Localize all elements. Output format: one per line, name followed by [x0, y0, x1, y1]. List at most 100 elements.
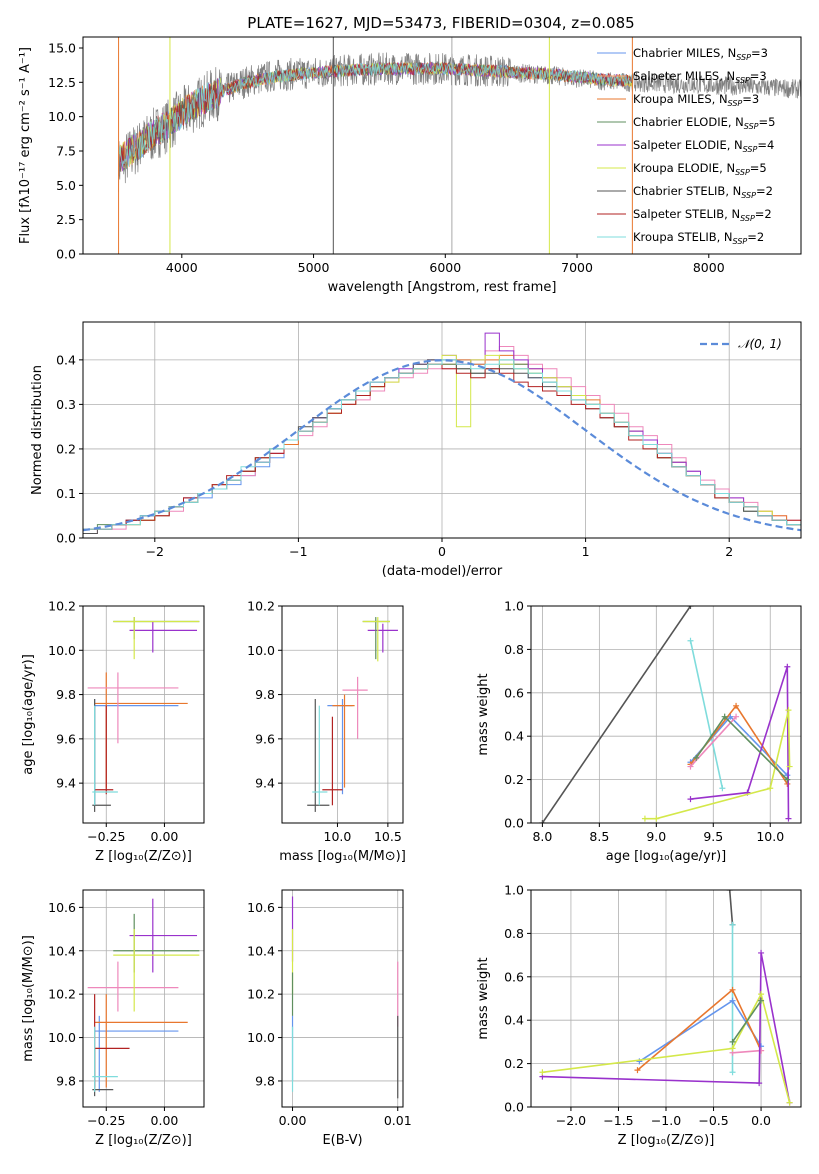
mass-vs-ebv-ytick-label-4: 10.6: [247, 900, 275, 915]
residuals-xtick-label-3: 1: [582, 544, 590, 559]
weight-vs-Z-marker-1-1: [729, 1069, 736, 1076]
legend-label-sub: SSP: [744, 122, 759, 131]
spectrum-legend-label-6: Chabrier STELIB, NSSP=2: [633, 184, 773, 200]
spectrum-data: [118, 37, 801, 254]
weight-vs-age-marker-7-1: [721, 713, 728, 720]
legend-label-text: Chabrier STELIB, N: [633, 184, 741, 198]
weight-vs-age-marker-0-0: [539, 820, 546, 823]
mass-vs-ebv-xtick-label-0: 0.00: [279, 1113, 307, 1128]
legend-label-suffix: =2: [747, 230, 764, 244]
weight-vs-age-xtick-label-4: 10.0: [756, 829, 784, 844]
mass-vs-Z-data: [83, 890, 204, 1107]
residuals-xlabel: (data-model)/error: [382, 564, 503, 579]
age-vs-mass-ytick-label-2: 9.8: [255, 687, 275, 702]
weight-vs-age-series-1: [689, 640, 724, 789]
spectrum-xtick-label-3: 7000: [561, 260, 593, 275]
weight-vs-age-xtick-label-0: 8.0: [532, 829, 552, 844]
legend-label-suffix: =3: [742, 92, 759, 106]
weight-vs-age-xlabel: age [log₁₀(age/yr)]: [606, 849, 727, 864]
weight-vs-Z-xtick-label-1: −1.5: [603, 1113, 633, 1128]
mass-vs-Z-panel: −0.25 0.00 9.8 10.0 10.2 10.4 10.6 Z [log₁₀(Z/Z…: [21, 889, 205, 1148]
residuals-ytick-label-0: 0.0: [56, 531, 76, 546]
mass-vs-Z-ytick-label-1: 10.0: [48, 1030, 76, 1045]
legend-label-sub: SSP: [740, 214, 755, 223]
mass-vs-Z-xlabel: Z [log₁₀(Z/Z⊙)]: [95, 1133, 192, 1148]
mass-vs-Z-xtick-label-0: −0.25: [87, 1113, 125, 1128]
age-vs-Z-ytick-label-2: 9.8: [56, 687, 76, 702]
weight-vs-Z-marker-6-3: [786, 1099, 793, 1106]
weight-vs-Z-ytick-label-4: 0.8: [504, 926, 524, 941]
weight-vs-age-ytick-label-2: 0.4: [504, 729, 524, 744]
residuals-xtick-label-1: −1: [289, 544, 307, 559]
weight-vs-Z-xtick-label-2: −1.0: [651, 1113, 681, 1128]
age-vs-mass-xtick-label-1: 10.5: [374, 829, 402, 844]
age-vs-Z-ylabel: age [log₁₀(age/yr)]: [21, 654, 36, 775]
weight-vs-Z-xlabel: Z [log₁₀(Z/Z⊙)]: [618, 1133, 715, 1148]
age-vs-Z-ytick-label-3: 10.0: [48, 643, 76, 658]
age-vs-mass-xlabel: mass [log₁₀(M/M⊙)]: [279, 849, 406, 864]
weight-vs-age-marker-7-2: [784, 776, 791, 783]
weight-vs-Z-marker-7-0: [729, 1038, 736, 1045]
weight-vs-age-marker-6-3: [785, 707, 792, 714]
mass-vs-ebv-ytick-label-2: 10.2: [247, 987, 275, 1002]
weight-vs-age-frame: [530, 605, 802, 824]
spectrum-xlabel: wavelength [Angstrom, rest frame]: [328, 280, 557, 295]
spectrum-legend-label-5: Kroupa ELODIE, NSSP=5: [633, 161, 767, 177]
age-vs-Z-data: [83, 606, 204, 823]
weight-vs-age-ytick-label-1: 0.2: [504, 772, 524, 787]
weight-vs-age-series-0: [541, 606, 692, 823]
weight-vs-age-marker-6-0: [641, 815, 648, 822]
mass-vs-Z-ylabel: mass [log₁₀(M/M⊙)]: [21, 935, 36, 1062]
weight-vs-age-xtick-label-2: 9.0: [646, 829, 666, 844]
weight-vs-Z-xtick-label-3: −0.5: [698, 1113, 728, 1128]
legend-label-suffix: =5: [750, 161, 767, 175]
residuals-ytick-label-1: 0.1: [56, 486, 76, 501]
spectrum-xtick-label-4: 8000: [693, 260, 725, 275]
spectrum-ytick-label-4: 10.0: [48, 109, 76, 124]
spectrum-ylabel: Flux [fλ10⁻¹⁷ erg cm⁻² s⁻¹ A⁻¹]: [18, 47, 33, 244]
spectrum-ytick-label-6: 15.0: [48, 40, 76, 55]
legend-label-suffix: =5: [759, 115, 776, 129]
weight-vs-age-ytick-label-4: 0.8: [504, 642, 524, 657]
weight-vs-age-xtick-label-3: 9.5: [703, 829, 723, 844]
residuals-ytick-label-2: 0.2: [56, 441, 76, 456]
mass-vs-ebv-data: [282, 890, 403, 1107]
spectrum-legend-label-8: Kroupa STELIB, NSSP=2: [633, 230, 764, 246]
age-vs-Z-xtick-label-0: −0.25: [87, 829, 125, 844]
weight-vs-age-marker-7-0: [693, 754, 700, 761]
weight-vs-age-marker-1-0: [687, 637, 694, 644]
legend-label-suffix: =3: [751, 46, 768, 60]
weight-vs-Z-marker-3-1: [729, 986, 736, 993]
age-vs-mass-frame: [281, 605, 404, 824]
mass-vs-Z-xtick-label-1: 0.00: [151, 1113, 179, 1128]
legend-label-text: Salpeter MILES, N: [633, 69, 735, 83]
mass-vs-Z-frame: [82, 889, 205, 1108]
spectrum-ytick-label-0: 0.0: [56, 247, 76, 262]
weight-vs-age-marker-0-1: [687, 606, 694, 609]
age-vs-mass-xtick-label-0: 10.0: [324, 829, 352, 844]
weight-vs-age-xtick-label-1: 8.5: [589, 829, 609, 844]
weight-vs-Z-series-0: [728, 890, 734, 925]
weight-vs-Z-marker-6-0: [539, 1069, 546, 1076]
weight-vs-Z-marker-0-0: [726, 890, 733, 893]
legend-label-sub: SSP: [733, 237, 748, 246]
spectrum-ytick-label-2: 5.0: [56, 178, 76, 193]
residuals-ytick-label-4: 0.4: [56, 352, 76, 367]
weight-vs-age-marker-5-3: [785, 815, 792, 822]
weight-vs-age-marker-1-1: [719, 785, 726, 792]
weight-vs-Z-marker-7-1: [758, 997, 765, 1004]
weight-vs-Z-marker-3-0: [634, 1067, 641, 1074]
weight-vs-age-marker-4-1: [733, 713, 740, 720]
residual-histogram-8: [83, 359, 801, 538]
residuals-ylabel: Normed distribution: [30, 365, 45, 495]
weight-vs-Z-series-7: [731, 1000, 762, 1043]
mass-vs-ebv-ytick-label-1: 10.0: [247, 1030, 275, 1045]
weight-vs-age-series-5: [690, 666, 790, 819]
legend-label-suffix: =3: [750, 69, 767, 83]
legend-label-suffix: =4: [757, 138, 774, 152]
weight-vs-Z-panel: −2.0 −1.5 −1.0 −0.5 0.0 0.0 0.2 0.4 0.6 0.8 1.0 Z […: [476, 883, 802, 1148]
age-vs-mass-data: [282, 606, 403, 823]
mass-vs-ebv-xtick-label-1: 0.01: [384, 1113, 412, 1128]
